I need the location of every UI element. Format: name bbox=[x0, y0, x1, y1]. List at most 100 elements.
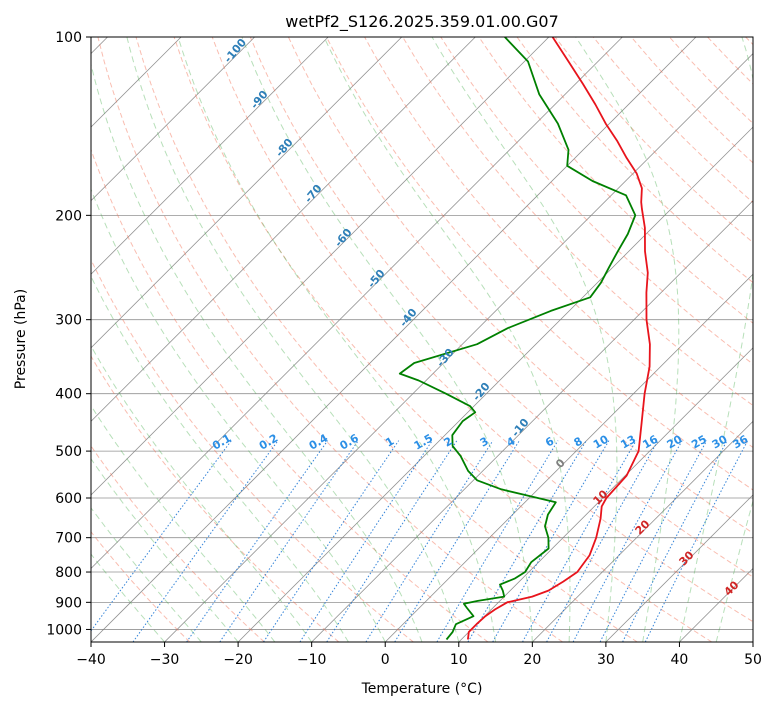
mixing-ratio-label: 10 bbox=[591, 432, 611, 451]
isotherm-line bbox=[752, 641, 753, 642]
mixing-ratio-line bbox=[492, 440, 610, 642]
moist-adiabat-label: 30 bbox=[677, 548, 697, 568]
x-axis-label: Temperature (°C) bbox=[361, 681, 483, 697]
mixing-ratio-label: 8 bbox=[572, 435, 585, 450]
moist-adiabat-label: 40 bbox=[722, 578, 742, 598]
dry-adiabat-line bbox=[91, 355, 340, 642]
dry-adiabat-label: -10 bbox=[509, 416, 532, 440]
dry-adiabat-line bbox=[364, 37, 753, 449]
y-tick-label: 900 bbox=[55, 595, 82, 611]
mixing-ratio-line bbox=[394, 440, 520, 642]
mixing-ratio-lines bbox=[91, 440, 749, 642]
isotherm-line bbox=[164, 52, 753, 642]
mixing-ratio-line bbox=[326, 440, 458, 642]
y-tick-label: 400 bbox=[55, 387, 82, 403]
plot-frame bbox=[90, 36, 754, 643]
mixing-ratio-line bbox=[572, 440, 683, 642]
dry-adiabat-line bbox=[97, 37, 563, 642]
isotherm-lines bbox=[91, 37, 753, 642]
moist-adiabat-line bbox=[177, 37, 497, 642]
isotherm-line bbox=[311, 200, 753, 642]
temperature-profile-line bbox=[467, 37, 651, 640]
x-axis-ticks: −40 −30 −20 −10 0 10 20 30 40 50 bbox=[76, 642, 762, 668]
mixing-ratio-label: 13 bbox=[618, 433, 638, 452]
moist-adiabat-line bbox=[241, 37, 533, 642]
mixing-ratio-line bbox=[91, 440, 232, 632]
moist-adiabat-line bbox=[575, 37, 680, 642]
isotherm-line bbox=[679, 567, 753, 642]
moist-adiabat-line bbox=[715, 498, 753, 642]
y-tick-label: 200 bbox=[55, 208, 82, 224]
mixing-ratio-line bbox=[219, 440, 359, 642]
chart-title: wetPf2_S126.2025.359.01.00.G07 bbox=[285, 12, 559, 32]
y-tick-label: 700 bbox=[55, 531, 82, 547]
x-tick-label: −40 bbox=[76, 652, 106, 668]
dry-adiabat-label: -20 bbox=[470, 380, 493, 404]
mixing-ratio-label: 16 bbox=[640, 432, 660, 451]
mixing-ratio-line bbox=[365, 440, 494, 642]
y-tick-label: 500 bbox=[55, 444, 82, 460]
mixing-ratio-label: 0.2 bbox=[257, 432, 280, 453]
mixing-ratio-line bbox=[644, 440, 749, 642]
mixing-ratio-label: 0.4 bbox=[307, 431, 331, 452]
moist-adiabat-label: 0 bbox=[553, 456, 568, 471]
dry-adiabat-label: -30 bbox=[434, 346, 457, 370]
mixing-ratio-line bbox=[186, 440, 329, 642]
isotherm-line bbox=[532, 420, 753, 642]
y-tick-label: 800 bbox=[55, 565, 82, 581]
y-tick-label: 300 bbox=[55, 313, 82, 329]
mixing-ratio-line bbox=[263, 440, 400, 642]
isotherm-line bbox=[91, 37, 403, 349]
moist-adiabat-line bbox=[91, 404, 276, 642]
mixing-ratio-line bbox=[299, 440, 433, 642]
dry-adiabat-line bbox=[91, 531, 191, 642]
dry-adiabat-line bbox=[516, 37, 753, 284]
moist-adiabat-line bbox=[91, 507, 202, 642]
x-tick-label: 40 bbox=[671, 652, 689, 668]
moist-adiabat-label: 10 bbox=[591, 487, 611, 507]
y-axis-label: Pressure (hPa) bbox=[13, 289, 29, 389]
mixing-ratio-line bbox=[436, 440, 559, 642]
isotherm-line bbox=[91, 37, 697, 642]
dry-adiabat-line bbox=[91, 258, 414, 642]
profile-series bbox=[398, 37, 651, 641]
moist-adiabat-line bbox=[91, 275, 349, 642]
plot-area: -100 -90 -80 -70 -60 -50 -40 -30 -20 -10 0.1 0.2 0.4… bbox=[91, 36, 753, 642]
moist-adiabat-line bbox=[91, 188, 386, 642]
x-tick-label: −10 bbox=[297, 652, 327, 668]
dry-adiabat-label: -80 bbox=[273, 136, 296, 160]
y-tick-label: 1000 bbox=[46, 622, 82, 638]
mixing-ratio-label: 20 bbox=[665, 432, 685, 451]
mixing-ratio-label: 3 bbox=[478, 435, 491, 450]
mixing-ratio-label: 0.1 bbox=[210, 432, 233, 453]
moist-adiabat-label: 20 bbox=[633, 517, 653, 537]
mixing-ratio-line bbox=[132, 440, 279, 642]
moist-adiabat-line bbox=[126, 37, 460, 642]
x-tick-label: 20 bbox=[523, 652, 541, 668]
mixing-ratio-line bbox=[546, 440, 659, 642]
mixing-ratio-label: 36 bbox=[730, 432, 750, 451]
dry-adiabat-line bbox=[478, 37, 753, 324]
mixing-ratio-label: 1.5 bbox=[412, 432, 435, 453]
line-labels: -100 -90 -80 -70 -60 -50 -40 -30 -20 -10 0.1 0.2 0.4… bbox=[210, 36, 750, 599]
isotherm-line bbox=[91, 37, 550, 496]
isotherm-line bbox=[91, 37, 329, 275]
dry-adiabat-line bbox=[91, 148, 489, 642]
moist-adiabat-line bbox=[91, 62, 423, 642]
isotherm-line bbox=[384, 273, 753, 642]
y-tick-label: 600 bbox=[55, 491, 82, 507]
x-tick-label: 0 bbox=[381, 652, 390, 668]
dry-adiabat-line bbox=[91, 445, 265, 642]
dry-adiabat-label: -100 bbox=[221, 36, 249, 66]
x-tick-label: 50 bbox=[744, 652, 762, 668]
isotherm-line bbox=[91, 37, 623, 570]
isotherm-line bbox=[91, 37, 255, 202]
mixing-ratio-line bbox=[467, 440, 587, 642]
dry-adiabat-label: -90 bbox=[248, 88, 271, 112]
dry-adiabat-label: -70 bbox=[302, 182, 325, 206]
x-tick-label: 10 bbox=[450, 652, 468, 668]
x-tick-label: 30 bbox=[597, 652, 615, 668]
x-tick-label: −20 bbox=[223, 652, 253, 668]
dry-adiabat-line bbox=[249, 37, 753, 578]
y-axis-ticks: 100 200 300 400 500 600 700 800 900 1000 bbox=[46, 30, 91, 638]
